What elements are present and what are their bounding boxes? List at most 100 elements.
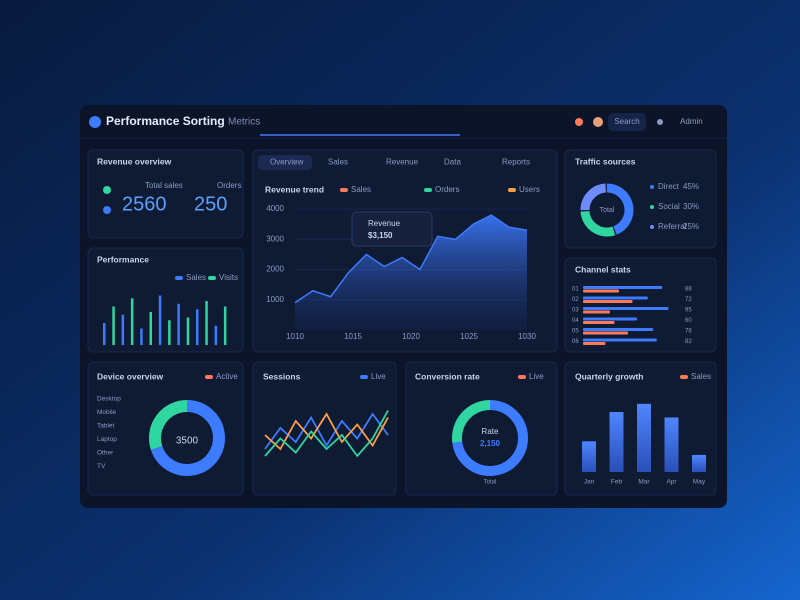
tooltip xyxy=(351,211,433,247)
x-tick-label: 1025 xyxy=(460,332,478,341)
value-label: 25% xyxy=(683,222,699,231)
tooltip-value: $3,150 xyxy=(368,231,393,240)
bar xyxy=(223,306,227,345)
kpi-icon xyxy=(103,186,111,194)
value-label: 72 xyxy=(685,297,692,303)
bar xyxy=(583,296,648,300)
panel-title: Sessions xyxy=(263,371,301,381)
user-name[interactable]: Admin xyxy=(680,117,703,126)
line xyxy=(264,412,389,451)
x-tick-label: 1015 xyxy=(344,332,362,341)
y-tick-label: 04 xyxy=(572,318,579,324)
bar xyxy=(583,331,628,335)
donut-center: Total xyxy=(600,207,615,214)
x-tick-label: 1030 xyxy=(518,332,536,341)
tab[interactable]: Reports xyxy=(502,158,530,167)
panel-title: Revenue overview xyxy=(97,156,172,166)
tab-active xyxy=(258,155,312,170)
legend-swatch xyxy=(205,375,213,379)
ring-label: Rate xyxy=(482,427,499,436)
y-tick-label: 1000 xyxy=(266,295,284,304)
panel-title: Revenue trend xyxy=(265,184,324,194)
donut-segment xyxy=(580,183,607,211)
value-label: 95 xyxy=(685,308,692,314)
tab[interactable]: Revenue xyxy=(386,158,419,167)
avatar[interactable] xyxy=(593,117,603,127)
notification-icon[interactable] xyxy=(575,118,583,126)
kpi-value: 250 xyxy=(194,193,227,215)
ring-footer: Total xyxy=(484,480,497,486)
kpi-value: 2560 xyxy=(122,193,167,215)
donut-segment xyxy=(150,400,225,476)
search-text[interactable]: Search xyxy=(614,117,639,126)
bar xyxy=(609,412,624,472)
tab[interactable]: Sales xyxy=(328,158,348,167)
list-item: Other xyxy=(97,450,114,457)
bar xyxy=(583,328,654,331)
legend-swatch xyxy=(175,276,183,280)
search-box[interactable] xyxy=(608,113,646,131)
list-item: Tablet xyxy=(97,423,115,430)
tab[interactable]: Data xyxy=(444,158,461,167)
bar xyxy=(168,320,171,345)
x-tick-label: 1020 xyxy=(402,332,420,341)
panel xyxy=(87,149,244,239)
panel xyxy=(87,247,244,353)
ring-value: 2,150 xyxy=(480,439,501,448)
x-tick-label: Feb xyxy=(611,479,623,486)
bar xyxy=(158,295,162,345)
line xyxy=(294,214,528,304)
bar xyxy=(583,289,619,293)
panel-title: Performance xyxy=(97,254,149,264)
x-tick-label: Jan xyxy=(584,479,595,486)
legend-label: Active xyxy=(216,372,238,381)
bar xyxy=(637,403,651,472)
panel-title: Quarterly growth xyxy=(575,371,643,381)
bar xyxy=(583,342,606,345)
x-tick-label: May xyxy=(693,479,706,486)
user-icon[interactable] xyxy=(657,119,663,125)
bar xyxy=(583,310,610,314)
panel-title: Device overview xyxy=(97,371,164,381)
value-label: 45% xyxy=(683,182,699,191)
bar xyxy=(664,417,679,472)
bar xyxy=(149,312,152,345)
panel-title: Conversion rate xyxy=(415,371,480,381)
y-tick-label: 06 xyxy=(572,339,579,345)
x-tick-label: Apr xyxy=(666,479,677,486)
x-tick-label: 1010 xyxy=(286,332,304,341)
bar xyxy=(692,454,706,472)
y-tick-label: 01 xyxy=(572,287,579,293)
list-item: TV xyxy=(97,463,106,470)
value-label: 60 xyxy=(685,318,692,324)
bar xyxy=(130,298,134,345)
legend-label: Live xyxy=(371,372,386,381)
legend-label: Live xyxy=(529,372,544,381)
bar xyxy=(583,307,669,310)
value-label: 82 xyxy=(685,339,692,345)
legend-label: Social xyxy=(658,202,680,211)
value-label: 78 xyxy=(685,329,692,335)
list-item: Mobile xyxy=(97,409,117,416)
legend-dot xyxy=(650,225,654,229)
bar xyxy=(121,314,125,345)
donut-segment xyxy=(149,400,188,450)
list-item: Laptop xyxy=(97,436,117,443)
bar xyxy=(177,303,180,345)
bar xyxy=(112,306,115,345)
donut-segment xyxy=(452,400,491,443)
tab[interactable]: Overview xyxy=(270,158,304,167)
logo xyxy=(89,116,101,128)
legend-swatch xyxy=(424,188,432,192)
bar xyxy=(583,317,637,321)
donut-center: 3500 xyxy=(176,436,199,447)
panel xyxy=(564,149,717,249)
panel xyxy=(252,361,397,496)
bar xyxy=(103,323,106,345)
app-subtitle: Metrics xyxy=(228,117,260,128)
legend-swatch xyxy=(508,188,516,192)
bar xyxy=(196,309,199,345)
x-tick-label: Mar xyxy=(638,479,650,486)
legend-label: Referral xyxy=(658,222,687,231)
